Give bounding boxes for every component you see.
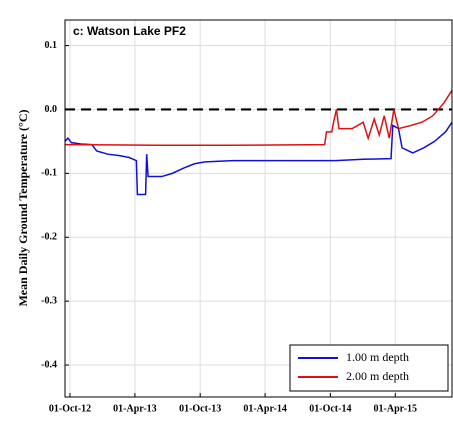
y-tick-label: 0.0 <box>45 104 58 115</box>
legend-box <box>289 344 449 392</box>
x-tick-label: 01-Apr-15 <box>374 403 418 414</box>
y-tick-label: 0.1 <box>45 40 58 51</box>
plot-frame <box>64 19 453 398</box>
chart-title: c: Watson Lake PF2 <box>73 24 186 38</box>
x-tick-label: 01-Apr-13 <box>113 403 157 414</box>
y-tick-label: -0.2 <box>41 232 57 243</box>
x-tick-label: 01-Oct-14 <box>309 403 351 414</box>
y-tick-label: -0.3 <box>41 295 57 306</box>
y-axis-label: Mean Daily Ground Temperature (°C) <box>16 109 30 306</box>
legend-label: 2.00 m depth <box>346 369 409 383</box>
data-line <box>64 121 453 196</box>
y-tick-label: -0.1 <box>41 168 57 179</box>
x-tick-label: 01-Apr-14 <box>243 403 287 414</box>
legend-label: 1.00 m depth <box>346 350 409 364</box>
y-tick-label: -0.4 <box>41 359 57 370</box>
x-tick-label: 01-Oct-13 <box>179 403 221 414</box>
x-tick-label: 01-Oct-12 <box>49 403 91 414</box>
data-line <box>64 89 453 146</box>
